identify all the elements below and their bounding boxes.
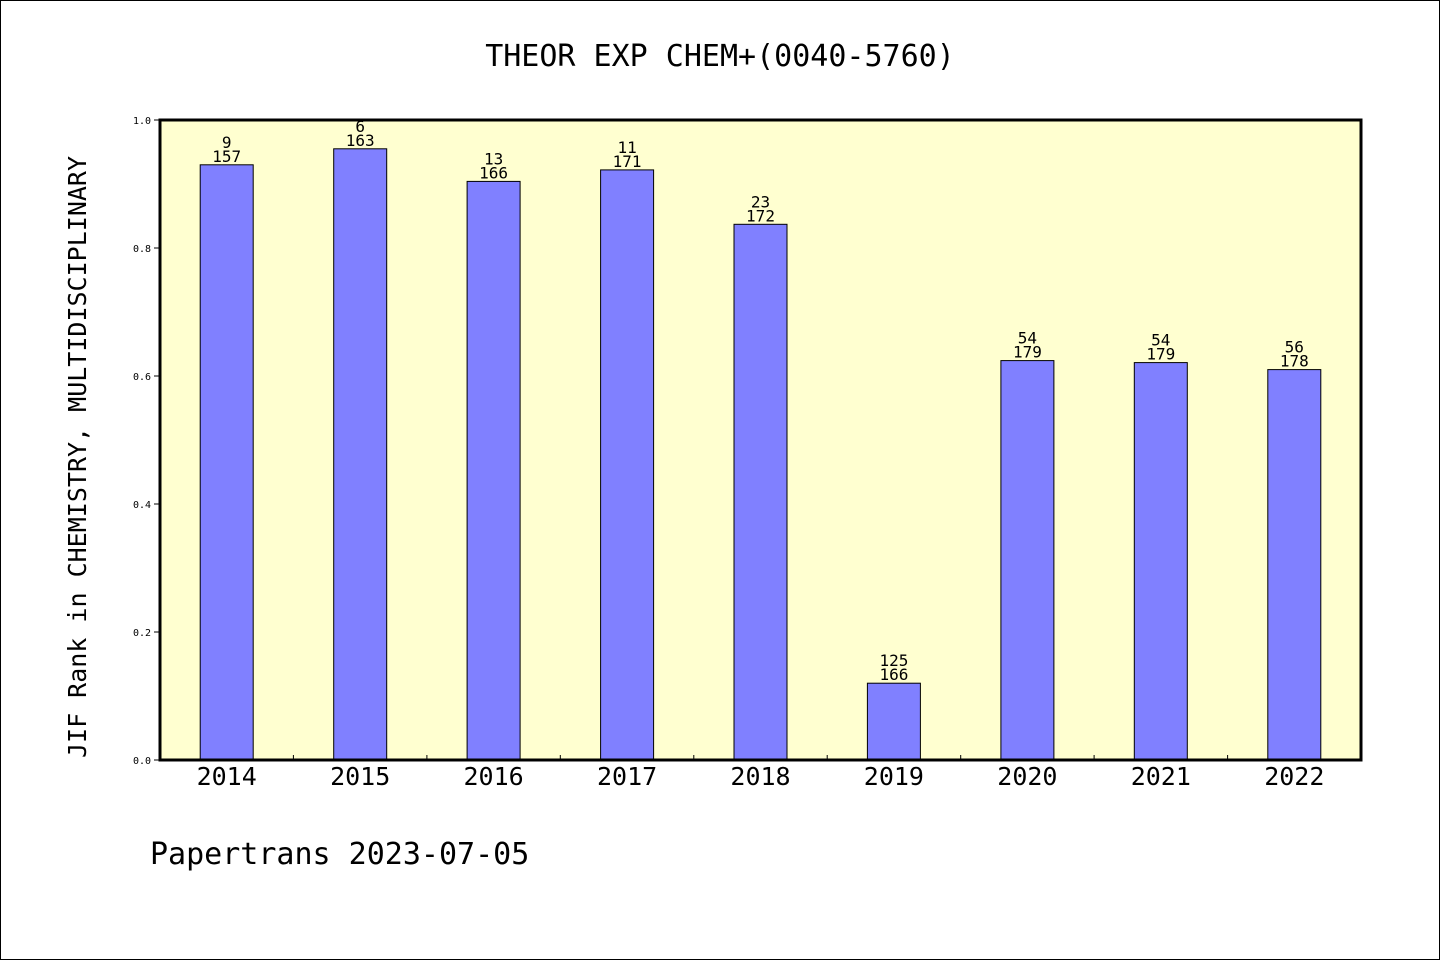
bar-2021 — [1133, 362, 1188, 761]
x-tick-label-2021: 2021 — [1131, 762, 1191, 791]
bar-total-label-2017: 171 — [613, 152, 642, 171]
bar-2014 — [199, 164, 254, 761]
bar-total-label-2020: 179 — [1013, 343, 1042, 362]
bar-total-label-2022: 178 — [1280, 352, 1309, 371]
bar-total-label-2019: 166 — [879, 665, 908, 684]
bar-rank-label-2019: 125 — [879, 651, 908, 670]
bar-total-label-2016: 166 — [479, 163, 508, 182]
bar-total-label-2018: 172 — [746, 206, 775, 225]
x-tick-label-2017: 2017 — [597, 762, 657, 791]
bar-rank-label-2015: 6 — [355, 117, 365, 136]
bar-rank-label-2021: 54 — [1151, 331, 1170, 350]
bar-rank-label-2020: 54 — [1018, 329, 1037, 348]
bar-2017 — [600, 169, 655, 761]
x-tick-label-2015: 2015 — [330, 762, 390, 791]
x-tick-label-2019: 2019 — [864, 762, 924, 791]
y-tick-label: 0.4 — [133, 500, 151, 511]
x-tick-label-2018: 2018 — [730, 762, 790, 791]
x-tick-label-2014: 2014 — [197, 762, 257, 791]
bar-rank-label-2014: 9 — [222, 133, 232, 152]
x-tick-label-2022: 2022 — [1264, 762, 1324, 791]
x-tick-label-2016: 2016 — [463, 762, 523, 791]
bar-2016 — [466, 180, 521, 761]
bar-2020 — [1000, 360, 1055, 761]
bar-rank-label-2018: 23 — [751, 192, 770, 211]
bar-2022 — [1267, 369, 1322, 761]
bar-2019 — [866, 682, 921, 761]
y-tick-label: 0.6 — [133, 372, 151, 383]
bar-total-label-2021: 179 — [1146, 345, 1175, 364]
y-tick-label: 0.2 — [133, 628, 151, 639]
chart-title: THEOR EXP CHEM+(0040-5760) — [485, 39, 955, 74]
x-ticks-layer: 2014 2015 2016 2017 2018 2019 2020 2021 2022 — [197, 755, 1324, 791]
bar-total-label-2015: 163 — [346, 131, 375, 150]
y-tick-label: 0.8 — [133, 244, 151, 255]
plot-frame — [158, 118, 1363, 762]
y-axis-label: JIF Rank in CHEMISTRY, MULTIDISCIPLINARY — [63, 156, 92, 758]
bar-total-label-2014: 157 — [212, 147, 241, 166]
footer-text: Papertrans 2023-07-05 — [150, 837, 529, 872]
bar-rank-label-2022: 56 — [1285, 338, 1304, 357]
bar-rank-label-2016: 13 — [484, 149, 503, 168]
x-tick-label-2020: 2020 — [997, 762, 1057, 791]
bar-2015 — [333, 148, 388, 761]
bars-layer — [199, 148, 1322, 761]
bar-rank-label-2017: 11 — [617, 138, 636, 157]
y-tick-label: 1.0 — [133, 116, 151, 127]
y-tick-label: 0.0 — [133, 756, 151, 767]
bar-2018 — [733, 223, 788, 761]
